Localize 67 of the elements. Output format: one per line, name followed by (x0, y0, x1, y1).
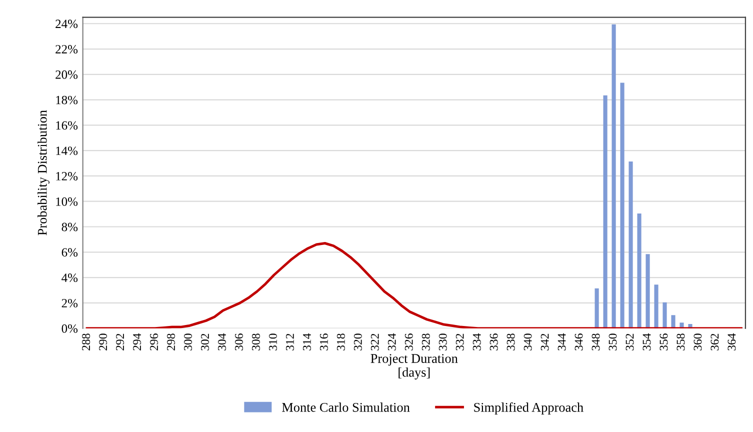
x-tick-label: 358 (676, 334, 685, 350)
y-tick-label: 8% (62, 222, 78, 232)
bar (637, 214, 642, 328)
x-tick-label: 360 (694, 334, 702, 350)
x-tick-label: 300 (184, 334, 192, 350)
bar (594, 288, 599, 328)
y-tick-label: 12% (56, 172, 78, 180)
bar (671, 315, 676, 328)
y-tick-label: 4% (62, 274, 78, 282)
x-tick-label: 354 (642, 333, 651, 350)
bar (620, 82, 624, 328)
x-tick-label: 308 (252, 334, 260, 350)
y-tick-label: 6% (62, 248, 78, 257)
x-tick-label: 312 (286, 334, 294, 350)
x-tick-label: 298 (167, 334, 175, 350)
y-tick-label: 2% (62, 298, 78, 308)
x-tick-label: 342 (540, 334, 549, 350)
x-tick-label: 362 (710, 334, 719, 350)
y-tick-label: 14% (56, 146, 78, 156)
x-tick-label: 290 (99, 334, 108, 350)
bar (612, 24, 616, 328)
legend-label: Monte Carlo Simulation (282, 402, 410, 412)
x-tick-label: 304 (218, 333, 226, 350)
x-tick-label: 344 (558, 333, 566, 350)
x-tick-label: 364 (728, 333, 736, 350)
y-tick-label: 16% (56, 121, 78, 130)
x-tick-label: 348 (592, 334, 600, 350)
x-tick-label: 352 (626, 334, 634, 350)
bar (628, 161, 633, 328)
x-tick-label: 306 (234, 334, 243, 350)
line-series (86, 242, 742, 328)
x-tick-label: 336 (490, 334, 498, 350)
x-tick-label: 340 (524, 334, 532, 350)
y-tick-label: 24% (56, 20, 78, 28)
y-axis-title: Probability Distribution (38, 110, 50, 236)
y-tick-label: 20% (56, 70, 78, 79)
x-tick-label: 326 (404, 334, 413, 350)
x-tick-label: 296 (150, 334, 158, 350)
y-tick-label: 18% (56, 96, 78, 104)
x-tick-label: 346 (574, 334, 583, 350)
x-tick-label: 330 (438, 334, 447, 350)
y-tick-label: 10% (56, 197, 78, 206)
x-tick-label: 320 (354, 334, 362, 350)
x-tick-label: 324 (388, 333, 396, 350)
bar (603, 95, 608, 328)
y-tick-label: 0% (62, 324, 78, 333)
x-tick-label: 318 (336, 334, 345, 350)
x-tick-label: 294 (133, 333, 142, 350)
x-tick-label: 328 (422, 334, 430, 350)
x-tick-label: 292 (116, 334, 124, 350)
x-tick-label: 338 (506, 334, 515, 350)
x-tick-label: 350 (608, 334, 617, 350)
y-tick-label: 22% (56, 45, 78, 54)
x-tick-label: 356 (660, 334, 668, 350)
bar (662, 302, 667, 328)
bar (654, 284, 658, 328)
x-tick-label: 316 (320, 334, 328, 350)
x-tick-label: 310 (268, 334, 277, 350)
x-tick-label: 334 (472, 333, 481, 350)
x-tick-label: 332 (456, 334, 464, 350)
x-tick-label: 322 (370, 334, 379, 350)
legend-label: Simplified Approach (474, 402, 584, 415)
x-tick-label: 288 (82, 334, 90, 350)
x-tick-label: 302 (201, 334, 209, 350)
bar (646, 254, 650, 328)
x-tick-label: 314 (302, 333, 311, 350)
x-axis-title: Project Duration [days] (370, 354, 458, 380)
